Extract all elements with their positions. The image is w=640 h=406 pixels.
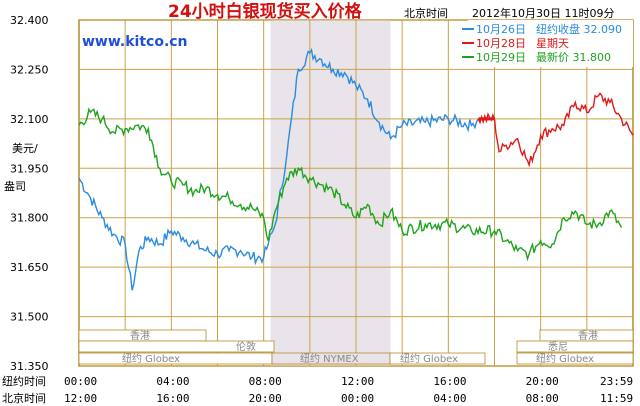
x-tick-label: 11:59 bbox=[600, 392, 633, 405]
band-ny-globex-2 bbox=[389, 352, 486, 365]
timestamp: 2012年10月30日 11时09分 bbox=[472, 6, 614, 20]
legend-label-2: 最新价 31.800 bbox=[536, 50, 611, 64]
timezone-label: 北京时间 bbox=[404, 6, 448, 20]
y-tick-label: 31.500 bbox=[10, 311, 49, 324]
y-axis-ticks: 32.400 32.250 32.100 31.950 31.800 31.650 31.5… bbox=[10, 14, 49, 373]
legend-date-1: 10月28日 bbox=[476, 37, 526, 50]
chart-title: 24小时白银现货买入价格 bbox=[168, 1, 363, 22]
legend-date-0: 10月26日 bbox=[476, 23, 526, 36]
site-url: www.kitco.cn bbox=[82, 34, 188, 50]
band-london-label: 伦敦 bbox=[236, 340, 256, 353]
series-line-1 bbox=[477, 92, 634, 168]
grid-lines bbox=[79, 19, 633, 367]
x-tick-label: 00:00 bbox=[341, 392, 374, 405]
x-tick-label: 12:00 bbox=[341, 375, 374, 388]
x-tick-label: 08:00 bbox=[249, 375, 282, 388]
y-axis-label-top: 美元/ bbox=[12, 142, 38, 155]
x-row-label-1: 北京时间 bbox=[2, 391, 46, 405]
x-axis: 纽约时间 00:00 04:00 08:00 12:00 16:00 20:00 23:59 北… bbox=[2, 374, 633, 405]
y-tick-label: 32.400 bbox=[10, 14, 49, 27]
band-ny-nymex-label: 纽约 NYMEX bbox=[300, 352, 359, 365]
x-tick-label: 08:00 bbox=[526, 392, 559, 405]
legend-label-1: 星期天 bbox=[536, 37, 569, 50]
band-ny-globex-3-label: 纽约 Globex bbox=[536, 352, 594, 365]
legend-box bbox=[468, 20, 633, 67]
band-sydney bbox=[516, 340, 634, 353]
y-tick-label: 32.100 bbox=[10, 113, 49, 126]
nymex-session-shade bbox=[270, 20, 391, 366]
x-tick-label: 16:00 bbox=[433, 375, 466, 388]
legend: 10月26日 纽约收盘 32.090 10月28日 星期天 10月29日 最新价 31.8… bbox=[462, 20, 633, 67]
y-tick-label: 31.950 bbox=[10, 162, 49, 175]
x-tick-label: 04:00 bbox=[433, 392, 466, 405]
y-tick-label: 31.650 bbox=[10, 261, 49, 274]
y-tick-label: 31.800 bbox=[10, 212, 49, 225]
band-ny-globex-1-label: 纽约 Globex bbox=[122, 352, 180, 365]
x-tick-label: 23:59 bbox=[600, 375, 633, 388]
price-series bbox=[78, 47, 634, 291]
x-tick-label: 12:00 bbox=[64, 392, 97, 405]
market-session-bands: 香港 伦敦 纽约 Globex 纽约 NYMEX 纽约 Globex 香港 悉尼… bbox=[78, 329, 634, 365]
x-tick-label: 20:00 bbox=[249, 392, 282, 405]
series-line-2 bbox=[78, 107, 623, 262]
band-london bbox=[78, 340, 275, 353]
band-sydney-label: 悉尼 bbox=[548, 341, 568, 353]
x-tick-label: 04:00 bbox=[156, 375, 189, 388]
x-tick-label: 00:00 bbox=[64, 375, 97, 388]
x-tick-label: 20:00 bbox=[526, 375, 559, 388]
y-tick-label: 32.250 bbox=[10, 63, 49, 76]
band-hongkong-2-label: 香港 bbox=[578, 330, 598, 342]
band-hongkong-label: 香港 bbox=[130, 330, 150, 342]
band-ny-globex-2-label: 纽约 Globex bbox=[400, 352, 458, 365]
y-axis-label-bottom: 盎司 bbox=[4, 179, 26, 193]
x-row-label-0: 纽约时间 bbox=[2, 374, 46, 388]
y-tick-label: 31.350 bbox=[10, 360, 49, 373]
band-ny-globex-3 bbox=[516, 352, 634, 365]
x-tick-label: 16:00 bbox=[156, 392, 189, 405]
legend-date-2: 10月29日 bbox=[476, 51, 526, 64]
legend-label-0: 纽约收盘 32.090 bbox=[536, 22, 622, 36]
